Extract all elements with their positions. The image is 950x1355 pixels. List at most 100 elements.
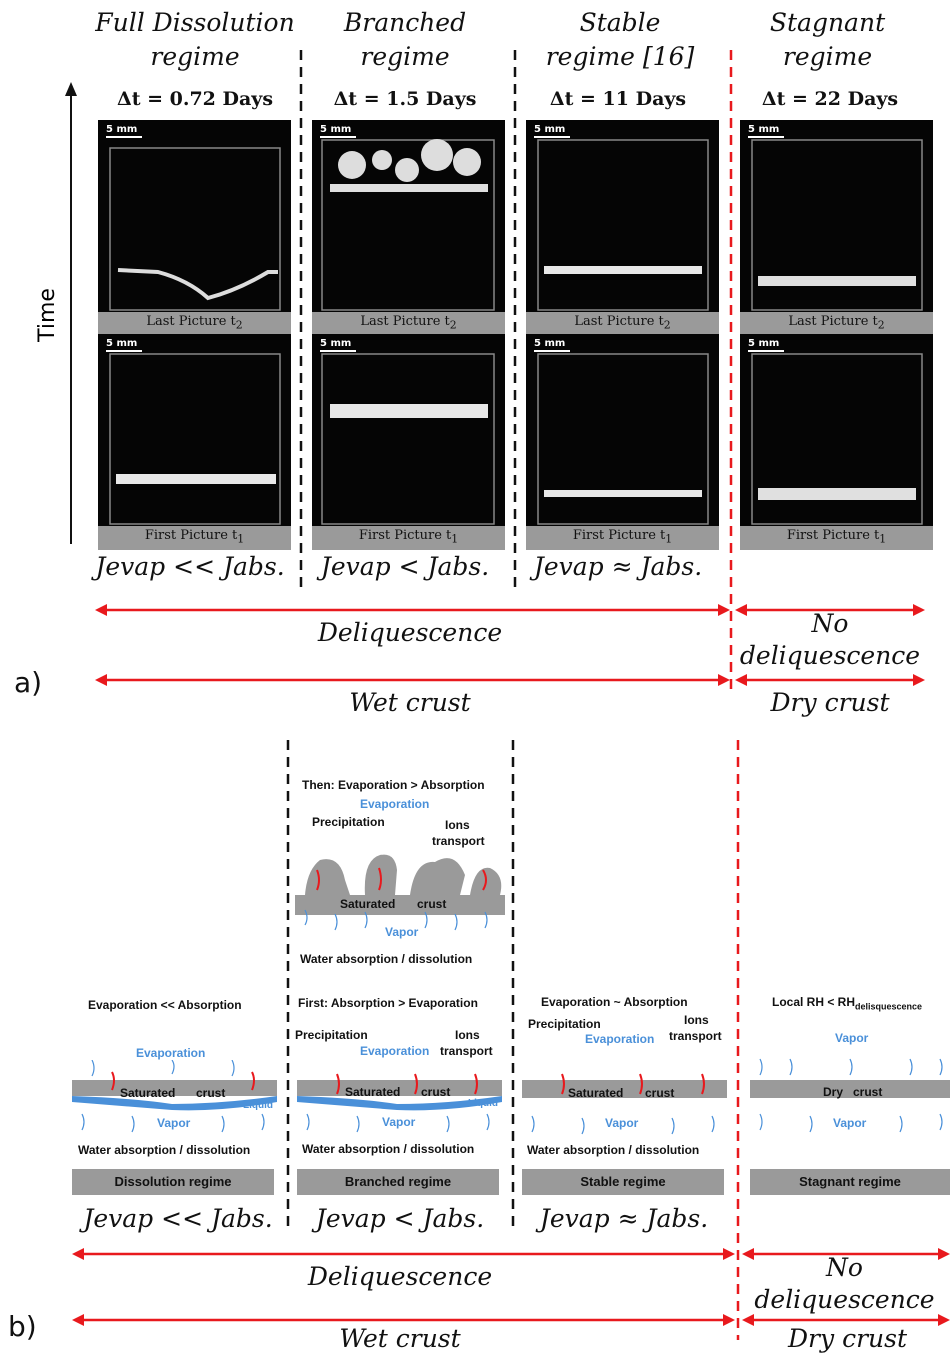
wet-crust-arrow: [95, 674, 730, 686]
water-absorption-label: Water absorption / dissolution: [300, 952, 473, 966]
flux-formula: Jevap << Jabs.: [95, 552, 285, 581]
regime-title-stable: Stable regime [16]: [520, 6, 720, 74]
crust-label: crust: [645, 1086, 675, 1100]
crust-label: crust: [196, 1086, 226, 1100]
transport-label: transport: [440, 1044, 493, 1058]
photo-first-stagnant: 5 mm: [740, 334, 933, 526]
caption-last: Last Picture t2: [740, 312, 933, 336]
no-deliquescence-label: No deliquescence: [742, 1252, 947, 1316]
regime-title-stagnant: Stagnant regime: [730, 6, 925, 74]
crust-shape: [537, 139, 709, 311]
wet-crust-label: Wet crust: [339, 1324, 461, 1353]
crust-shape: [321, 353, 495, 525]
vapor-label: Vapor: [157, 1116, 191, 1130]
no-deliquescence-arrow: [742, 1248, 950, 1260]
caption-last: Last Picture t2: [526, 312, 719, 336]
subscript: 1: [879, 532, 887, 546]
caption-first: First Picture t1: [526, 526, 719, 550]
no-deliquescence-arrow: [735, 604, 925, 616]
evaporation-label: Evaporation: [360, 1044, 430, 1058]
title-line: Stable: [579, 8, 661, 37]
caption-text: Last Picture t: [360, 314, 450, 329]
ions-label: Ions: [455, 1028, 480, 1042]
divider-black: [299, 50, 303, 590]
deliquescence-arrow: [72, 1248, 735, 1260]
regime-bar: Stable regime: [522, 1169, 724, 1195]
saturated-label: Saturated: [568, 1086, 624, 1100]
crust-shape: [751, 139, 923, 311]
diagram-title: First: Absorption > Evaporation: [298, 996, 478, 1010]
regime-title-dissolution: Full Dissolution regime: [90, 6, 300, 74]
title-line: regime [16]: [545, 42, 695, 71]
deliquescence-label: Deliquescence: [317, 618, 503, 647]
panel-letter-b: b): [8, 1310, 37, 1343]
caption-text: Last Picture t: [146, 314, 236, 329]
vapor-label: Vapor: [835, 1031, 869, 1045]
deliquescence-label: Deliquescence: [307, 1262, 493, 1291]
crust-shape: [751, 353, 923, 525]
subscript: 2: [449, 318, 457, 332]
dry-label: Dry: [823, 1085, 844, 1099]
title-line: regime: [150, 42, 240, 71]
title-line: Full Dissolution: [95, 8, 295, 37]
evaporation-label: Evaporation: [585, 1032, 655, 1046]
flux-formula: Jevap < Jabs.: [320, 552, 490, 581]
regime-bar: Branched regime: [297, 1169, 499, 1195]
wet-crust-label: Wet crust: [349, 688, 471, 717]
stagnant-diagram: [750, 1058, 950, 1133]
evaporation-label: Evaporation: [360, 797, 430, 811]
dt-label: Δt = 22 Days: [761, 88, 899, 110]
liquid-label: Liquid: [243, 1100, 273, 1111]
divider-red: [729, 50, 733, 690]
evaporation-label: Evaporation: [136, 1046, 206, 1060]
scale-bar: 5 mm: [748, 124, 784, 138]
flux-formula: Jevap ≈ Jabs.: [533, 552, 703, 581]
photo-first-branched: 5 mm: [312, 334, 505, 526]
caption-text: First Picture t: [144, 528, 238, 543]
saturated-label: Saturated: [120, 1086, 176, 1100]
regime-bar: Stagnant regime: [750, 1169, 950, 1195]
title-line: regime: [360, 42, 450, 71]
diagram-title: Evaporation ~ Absorption: [541, 995, 688, 1009]
no-deliquescence-label: No deliquescence: [735, 608, 925, 672]
precipitation-label: Precipitation: [295, 1028, 368, 1042]
dry-crust-arrow: [735, 674, 925, 686]
dt-label: Δt = 11 Days: [549, 88, 687, 110]
photo-first-stable: 5 mm: [526, 334, 719, 526]
label-line: deliquescence: [739, 641, 921, 670]
divider-red: [736, 740, 740, 1340]
crust-label: crust: [421, 1085, 451, 1099]
precipitation-label: Precipitation: [528, 1017, 601, 1031]
scale-bar: 5 mm: [320, 124, 356, 138]
photo-last-branched: 5 mm: [312, 120, 505, 312]
branched-then-diagram: [295, 854, 505, 931]
label-line: deliquescence: [754, 1285, 935, 1314]
liquid-label: Liquid: [468, 1098, 498, 1109]
caption-text: First Picture t: [786, 528, 880, 543]
dry-crust-label: Dry crust: [788, 1324, 907, 1353]
saturated-label: Saturated: [340, 897, 396, 911]
photo-last-dissolution: 5 mm: [98, 120, 291, 312]
scale-bar: 5 mm: [534, 338, 570, 352]
dry-crust-arrow: [742, 1314, 950, 1326]
precipitation-label: Precipitation: [312, 815, 385, 829]
caption-first: First Picture t1: [740, 526, 933, 550]
photo-last-stable: 5 mm: [526, 120, 719, 312]
vapor-label: Vapor: [833, 1116, 867, 1130]
crust-shape: [109, 353, 281, 525]
subscript: 1: [237, 532, 245, 546]
regime-title-branched: Branched regime: [305, 6, 505, 74]
dissolution-diagram: [72, 1060, 277, 1133]
dt-label: Δt = 0.72 Days: [116, 88, 274, 110]
title-line: regime: [782, 42, 873, 71]
deliquescence-arrow: [95, 604, 730, 616]
subscript: 1: [451, 532, 459, 546]
crust-label: crust: [417, 897, 447, 911]
time-arrow: [65, 82, 77, 544]
water-absorption-label: Water absorption / dissolution: [78, 1143, 251, 1157]
subscript: delisquescence: [855, 1001, 923, 1012]
water-absorption-label: Water absorption / dissolution: [527, 1143, 700, 1157]
crust-label: crust: [853, 1085, 883, 1099]
caption-last: Last Picture t2: [98, 312, 291, 336]
branched-first-diagram: [297, 1073, 502, 1133]
